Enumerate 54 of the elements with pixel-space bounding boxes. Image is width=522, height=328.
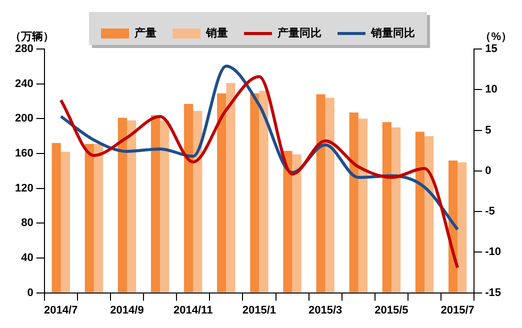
bar bbox=[424, 136, 434, 292]
x-tick-label: 2015/7 bbox=[440, 304, 474, 316]
bar bbox=[358, 118, 368, 292]
x-tick-label: 2015/3 bbox=[308, 304, 342, 316]
bar bbox=[217, 93, 226, 292]
x-tick-label: 2015/1 bbox=[242, 304, 276, 316]
bar bbox=[160, 120, 170, 292]
y2-axis-title: （%） bbox=[480, 31, 512, 44]
bar bbox=[259, 90, 268, 292]
bar bbox=[118, 118, 127, 292]
x-tick-label: 2014/7 bbox=[44, 304, 78, 316]
bar bbox=[391, 127, 401, 292]
bar bbox=[316, 94, 326, 292]
y2-tick-label: 10 bbox=[485, 84, 498, 96]
legend-label: 销量同比 bbox=[370, 26, 415, 40]
bar bbox=[126, 120, 136, 292]
x-tick-label: 2014/11 bbox=[174, 304, 213, 316]
bar bbox=[226, 82, 236, 292]
bar bbox=[458, 162, 467, 292]
y-axis-title: （万辆） bbox=[10, 30, 54, 44]
y2-tick-label: -15 bbox=[485, 286, 502, 299]
bar bbox=[325, 98, 334, 292]
bar bbox=[84, 144, 94, 292]
y2-tick-label: -10 bbox=[485, 246, 502, 258]
bar bbox=[60, 152, 70, 292]
bar bbox=[283, 150, 292, 292]
line-series bbox=[59, 75, 460, 270]
bar bbox=[415, 132, 425, 292]
y-tick-label: 160 bbox=[14, 148, 34, 160]
x-tick-label: 2015/5 bbox=[374, 304, 408, 316]
y2-tick-label: 0 bbox=[485, 164, 492, 177]
y-tick-label: 40 bbox=[21, 252, 34, 264]
bar bbox=[193, 110, 202, 292]
y2-tick-label: -5 bbox=[485, 206, 495, 218]
legend-label: 销量 bbox=[205, 28, 228, 40]
bar bbox=[349, 112, 358, 292]
y-tick-label: 120 bbox=[14, 182, 34, 194]
y-tick-label: 280 bbox=[14, 43, 34, 56]
y-tick-label: 200 bbox=[14, 112, 34, 125]
y-tick-label: 240 bbox=[14, 78, 34, 90]
bar bbox=[184, 104, 194, 292]
x-tick-label: 2014/9 bbox=[110, 304, 144, 316]
y-tick-label: 0 bbox=[27, 286, 34, 299]
bar bbox=[94, 144, 104, 292]
y2-tick-label: 5 bbox=[485, 124, 492, 136]
bar bbox=[250, 93, 260, 292]
legend-label: 产量同比 bbox=[276, 26, 322, 40]
y-tick-label: 80 bbox=[21, 217, 34, 230]
y2-tick-label: 15 bbox=[485, 43, 498, 56]
bar bbox=[150, 115, 160, 292]
bar bbox=[292, 154, 302, 292]
bar bbox=[52, 143, 61, 292]
legend-label: 产量 bbox=[134, 26, 156, 40]
bar bbox=[382, 122, 392, 292]
